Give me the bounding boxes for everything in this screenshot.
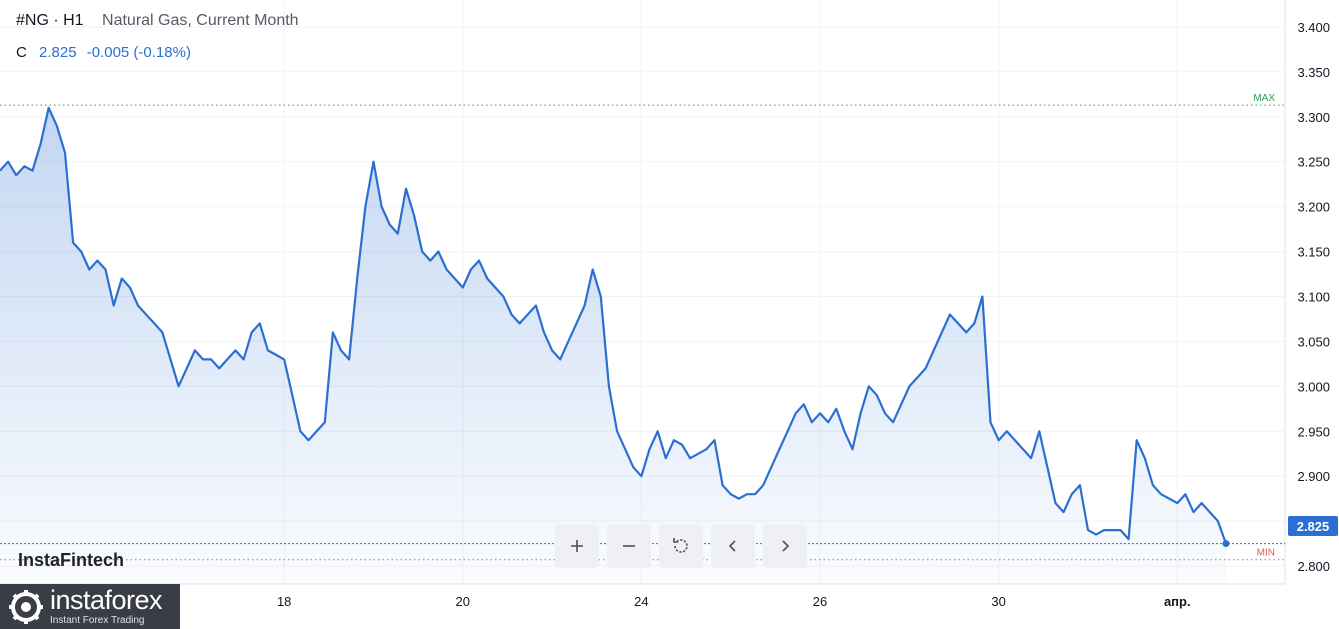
y-tick-label: 2.900: [1297, 469, 1330, 484]
chart-legend-title: #NG · H1 Natural Gas, Current Month: [16, 12, 299, 30]
zoom-out-button[interactable]: [607, 524, 651, 568]
max-label: MAX: [1253, 93, 1275, 104]
x-axis: 18 20 24 26 30 апр.: [277, 594, 1191, 609]
x-tick-label: 30: [991, 594, 1005, 609]
y-tick-label: 3.100: [1297, 289, 1330, 304]
chevron-left-icon: [728, 540, 736, 552]
logo-name: instaforex: [50, 585, 163, 615]
zoom-in-button[interactable]: [555, 524, 599, 568]
close-value: 2.825: [39, 44, 77, 61]
y-tick-label: 3.250: [1297, 155, 1330, 170]
y-tick-label: 3.200: [1297, 200, 1330, 215]
chart-controls: [555, 524, 807, 568]
chevron-right-icon: [782, 540, 790, 552]
y-tick-label: 3.300: [1297, 110, 1330, 125]
min-label: MIN: [1257, 548, 1275, 559]
y-tick-label: 3.350: [1297, 65, 1330, 80]
x-tick-label: 24: [634, 594, 648, 609]
instaforex-mark-icon: [9, 589, 43, 624]
y-tick-label: 2.950: [1297, 424, 1330, 439]
y-tick-label: 3.400: [1297, 20, 1330, 35]
instaforex-logo[interactable]: instaforex Instant Forex Trading: [0, 584, 180, 629]
logo-tagline: Instant Forex Trading: [50, 615, 145, 626]
chart-legend-values: C 2.825 -0.005 (-0.18%): [16, 44, 197, 61]
symbol-label: #NG · H1: [16, 12, 84, 29]
x-tick-label: 26: [813, 594, 827, 609]
y-tick-label: 2.800: [1297, 559, 1330, 574]
scroll-right-button[interactable]: [763, 524, 807, 568]
y-tick-label: 3.050: [1297, 334, 1330, 349]
price-line: [0, 106, 1228, 544]
x-tick-label: 20: [456, 594, 470, 609]
y-axis: 3.400 3.350 3.300 3.250 3.200 3.150 3.100 3.050…: [1297, 20, 1330, 574]
close-label: C: [16, 44, 27, 61]
plus-icon: [571, 540, 583, 552]
last-price-tag: 2.825: [1288, 516, 1338, 536]
change-value: -0.005 (-0.18%): [86, 44, 191, 61]
x-tick-label: 18: [277, 594, 291, 609]
watermark-logo: InstaFintech: [18, 550, 125, 570]
reset-button[interactable]: [659, 524, 703, 568]
last-price-dot: [1222, 540, 1230, 548]
y-tick-label: 3.150: [1297, 245, 1330, 260]
minus-icon: [623, 545, 635, 547]
reset-icon: [673, 538, 688, 553]
scroll-left-button[interactable]: [711, 524, 755, 568]
price-area-fill: [0, 107, 1226, 585]
y-tick-label: 3.000: [1297, 379, 1330, 394]
symbol-description: Natural Gas, Current Month: [102, 12, 299, 29]
x-tick-label: апр.: [1164, 594, 1191, 609]
